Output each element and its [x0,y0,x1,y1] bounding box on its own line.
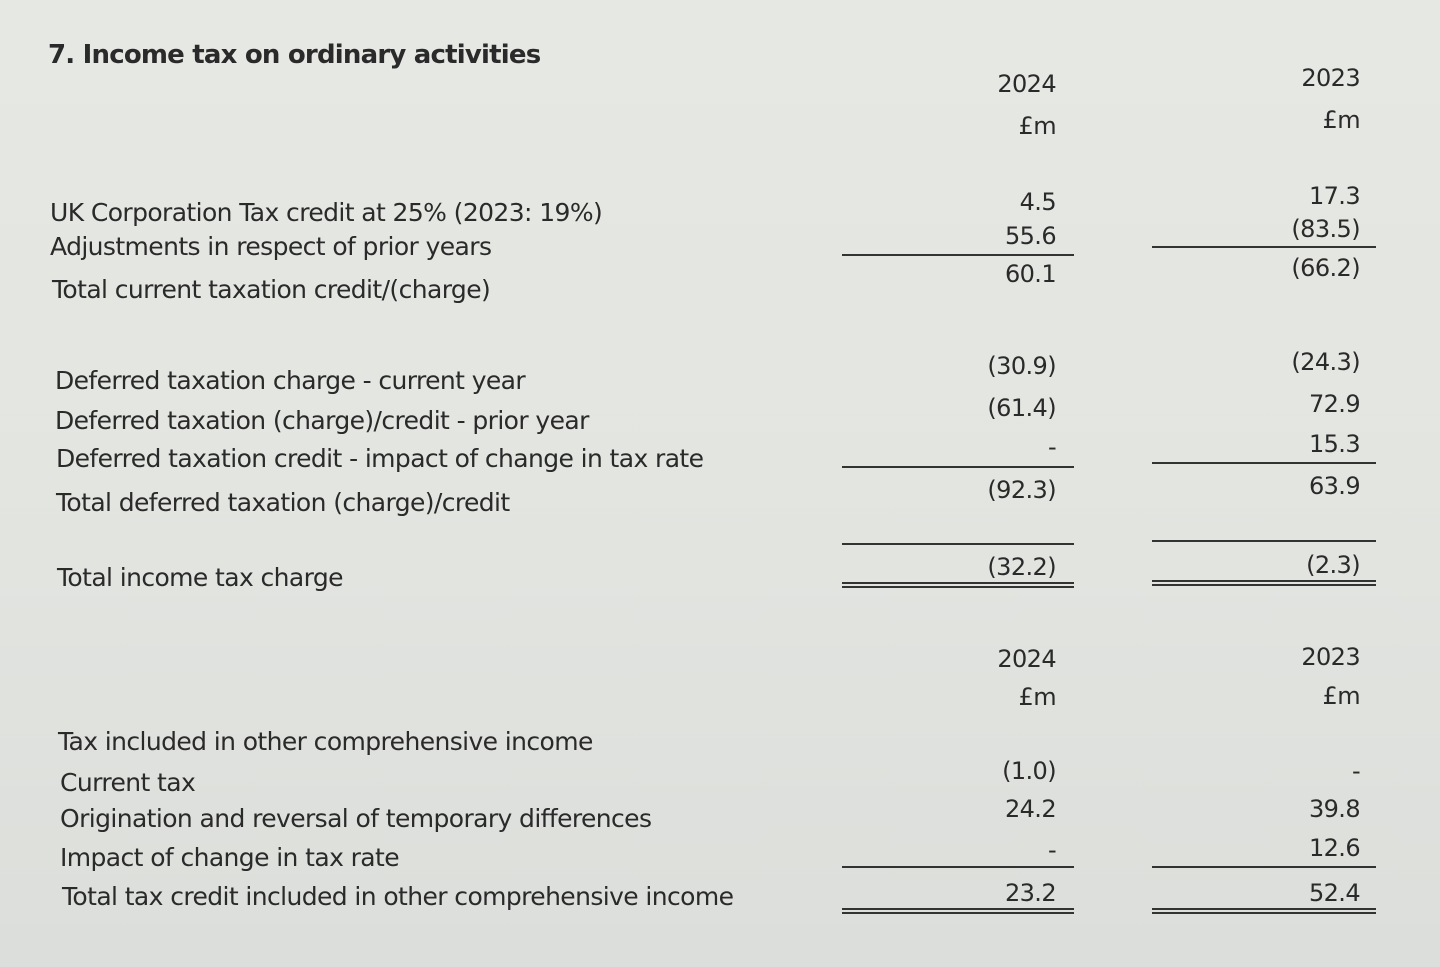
row-label-deferred-prior-year: Deferred taxation (charge)/credit - prio… [55,406,589,435]
col-2023-year: 2023 [1301,64,1360,92]
subtotal-rule-deferred-2024 [842,466,1074,468]
value-oci-total-2023: 52.4 [1308,879,1361,907]
subtotal-rule-2024 [842,254,1074,256]
value-oci-current-tax-2024: (1.0) [1002,757,1057,785]
total-rule-bottom-2-2024 [842,586,1074,588]
col2-2023-year: 2023 [1301,643,1360,671]
row-label-total-income-tax: Total income tax charge [57,563,344,592]
value-total-deferred-tax-2023: 63.9 [1308,472,1361,500]
oci-subtotal-rule-2023 [1152,866,1376,868]
col-2024-year: 2024 [997,70,1056,98]
value-deferred-current-year-2023: (24.3) [1291,348,1360,376]
subtotal-rule-deferred-2023 [1152,462,1376,464]
row-label-oci-rate-change: Impact of change in tax rate [60,843,400,872]
row-label-oci-total: Total tax credit included in other compr… [62,882,734,911]
value-deferred-rate-change-2024: - [1047,433,1057,461]
row-label-oci-current-tax: Current tax [60,768,196,797]
value-total-deferred-tax-2024: (92.3) [987,476,1056,504]
value-deferred-prior-year-2023: 72.9 [1308,390,1361,418]
value-prior-year-adjustments-2024: 55.6 [1004,222,1057,250]
value-deferred-prior-year-2024: (61.4) [987,394,1056,422]
value-deferred-rate-change-2023: 15.3 [1308,430,1361,458]
section-title: 7. Income tax on ordinary activities [48,40,541,70]
oci-total-rule-2-2024 [842,912,1074,914]
value-oci-total-2024: 23.2 [1004,879,1057,907]
value-deferred-current-year-2024: (30.9) [987,352,1056,380]
value-total-income-tax-2024: (32.2) [987,553,1056,581]
value-uk-corp-tax-2023: 17.3 [1308,182,1361,210]
value-total-income-tax-2023: (2.3) [1306,551,1361,579]
row-label-total-deferred-tax: Total deferred taxation (charge)/credit [56,488,510,517]
value-oci-rate-change-2023: 12.6 [1308,834,1361,862]
row-label-total-current-tax: Total current taxation credit/(charge) [52,275,491,304]
total-rule-bottom-2024 [842,582,1074,584]
row-label-oci-temporary-differences: Origination and reversal of temporary di… [60,804,652,833]
col2-2024-year: 2024 [997,645,1056,673]
oci-total-rule-2024 [842,908,1074,910]
subtotal-rule-2023 [1152,246,1376,248]
row-label-uk-corp-tax: UK Corporation Tax credit at 25% (2023: … [50,198,603,227]
col2-2023-unit: £m [1322,682,1361,710]
col-2023-unit: £m [1322,106,1361,134]
col2-2024-unit: £m [1018,683,1057,711]
oci-subtotal-rule-2024 [842,866,1074,868]
row-label-deferred-rate-change: Deferred taxation credit - impact of cha… [56,444,704,473]
oci-total-rule-2023 [1152,908,1376,910]
row-label-prior-year-adjustments: Adjustments in respect of prior years [50,232,492,261]
col-2024-unit: £m [1018,112,1057,140]
value-uk-corp-tax-2024: 4.5 [1019,188,1057,216]
total-rule-bottom-2-2023 [1152,584,1376,586]
oci-heading: Tax included in other comprehensive inco… [58,727,593,756]
total-rule-top-2023 [1152,540,1376,542]
value-total-current-tax-2023: (66.2) [1291,254,1360,282]
value-oci-temporary-differences-2023: 39.8 [1308,795,1361,823]
value-oci-current-tax-2023: - [1351,757,1361,785]
total-rule-top-2024 [842,543,1074,545]
oci-total-rule-2-2023 [1152,912,1376,914]
value-oci-temporary-differences-2024: 24.2 [1004,795,1057,823]
value-total-current-tax-2024: 60.1 [1004,260,1057,288]
total-rule-bottom-2023 [1152,580,1376,582]
row-label-deferred-current-year: Deferred taxation charge - current year [55,366,526,395]
value-prior-year-adjustments-2023: (83.5) [1291,215,1360,243]
value-oci-rate-change-2024: - [1047,836,1057,864]
